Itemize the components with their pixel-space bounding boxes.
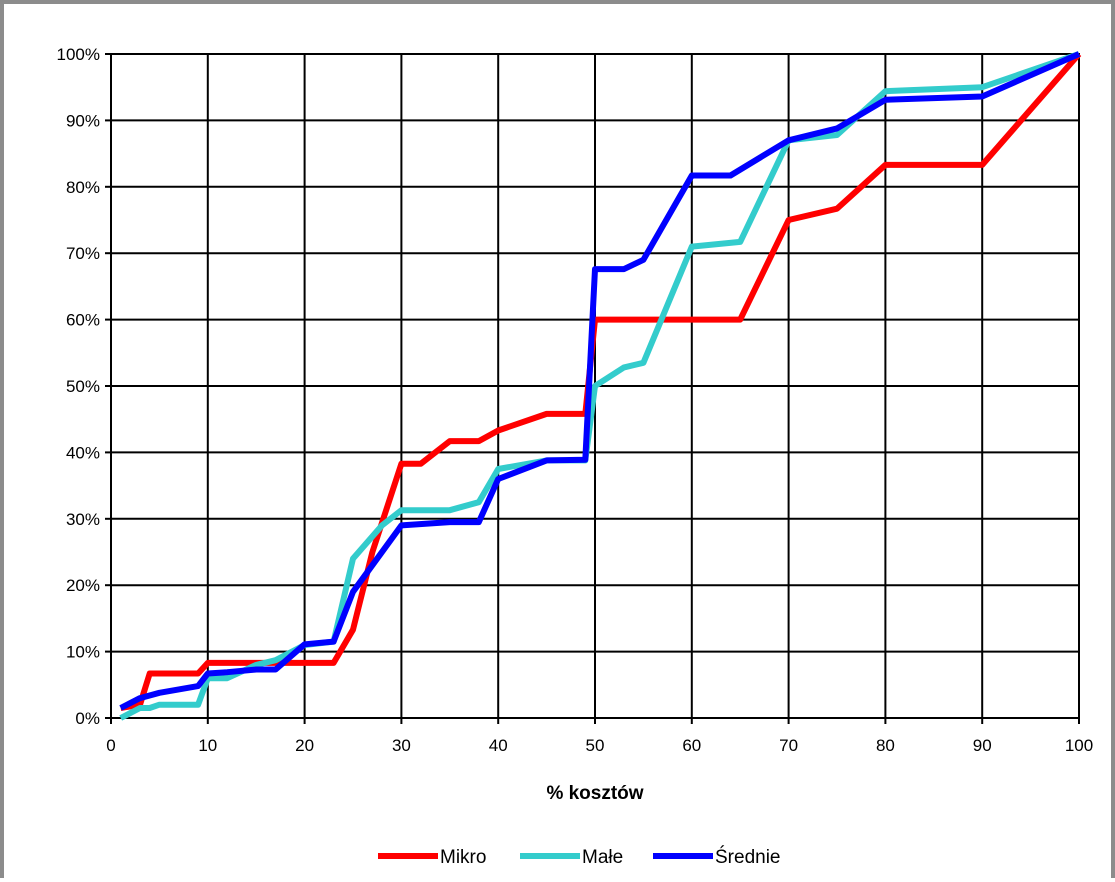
x-tick-label: 10 (198, 736, 217, 755)
y-tick-label: 80% (66, 178, 100, 197)
x-tick-label: 0 (106, 736, 115, 755)
series-line-średnie (119, 51, 1081, 711)
x-tick-label: 40 (489, 736, 508, 755)
y-axis-ticks: 0% 10% 20% 30% 40% 50% 60% 70% 80% 90% 100% (57, 45, 111, 728)
legend-label-mikro: Mikro (440, 847, 486, 868)
series-line-mikro (120, 52, 1082, 711)
y-tick-label: 0% (75, 709, 100, 728)
y-tick-label: 60% (66, 311, 100, 330)
y-tick-label: 40% (66, 443, 100, 462)
y-tick-label: 90% (66, 111, 100, 130)
x-tick-label: 70 (779, 736, 798, 755)
x-tick-label: 30 (392, 736, 411, 755)
y-tick-label: 100% (57, 45, 100, 64)
chart-legend: Mikro Małe Średnie (378, 846, 781, 868)
x-axis-title: % kosztów (546, 783, 643, 804)
x-tick-label: 60 (682, 736, 701, 755)
y-tick-label: 70% (66, 244, 100, 263)
y-tick-label: 10% (66, 643, 100, 662)
x-tick-label: 50 (586, 736, 605, 755)
chart-svg: 0% 10% 20% 30% 40% 50% 60% 70% 80% 90% 100% 0 10 20 3… (57, 45, 1094, 868)
legend-label-małe: Małe (582, 847, 623, 868)
y-tick-label: 50% (66, 377, 100, 396)
x-tick-label: 80 (876, 736, 895, 755)
series-line-małe (119, 51, 1080, 721)
x-tick-label: 90 (973, 736, 992, 755)
chart-series (119, 51, 1082, 721)
x-axis-ticks: 0 10 20 30 40 50 60 70 80 90 100 (106, 718, 1093, 755)
y-tick-label: 20% (66, 576, 100, 595)
x-tick-label: 100 (1065, 736, 1093, 755)
legend-label-średnie: Średnie (715, 846, 781, 868)
x-tick-label: 20 (295, 736, 314, 755)
y-tick-label: 30% (66, 510, 100, 529)
